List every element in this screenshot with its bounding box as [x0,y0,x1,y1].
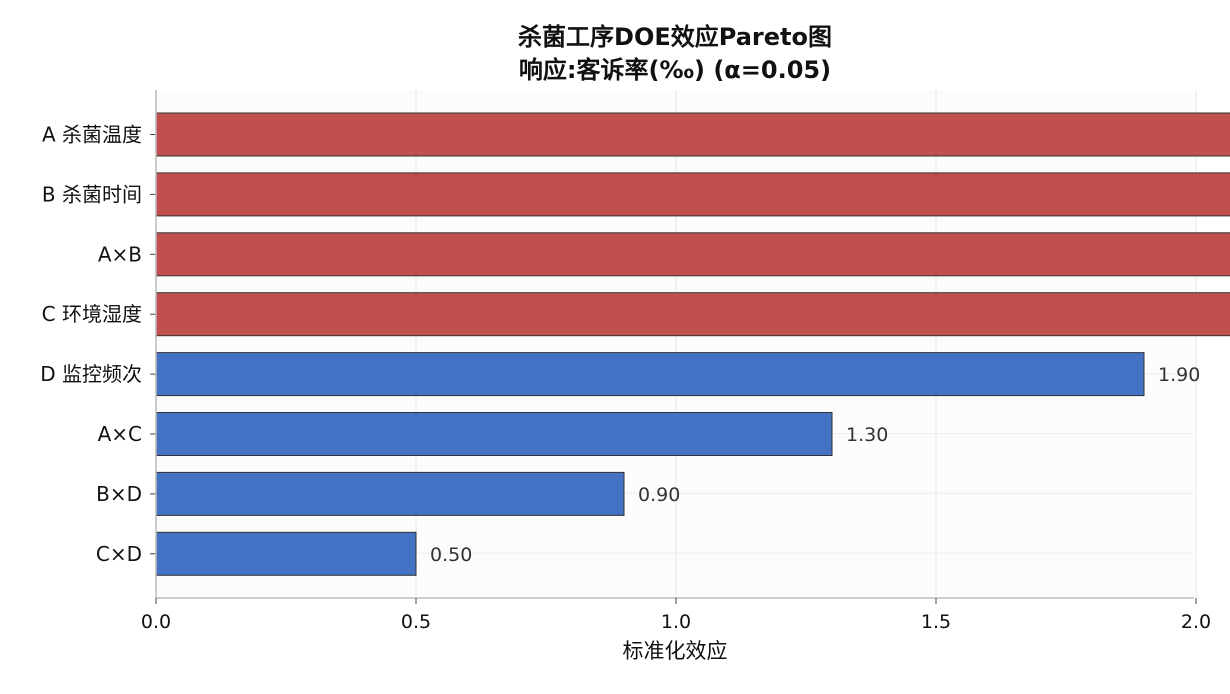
bar [155,352,1145,397]
chart-title: 杀菌工序DOE效应Pareto图 [518,23,832,51]
x-tick-label: 1.5 [921,611,951,633]
x-tick-label: 1.0 [661,611,691,633]
bar-value-label: 0.90 [638,484,680,506]
bar [155,232,1230,277]
category-label: B 杀菌时间 [42,182,142,206]
bar-value-label: 0.50 [430,544,472,566]
category-label: A 杀菌温度 [42,123,142,147]
bar [155,471,625,516]
x-tick-label: 0.5 [401,611,431,633]
x-axis-label: 标准化效应 [623,639,728,663]
bar [155,292,1230,337]
plot-background [156,90,1194,598]
category-label: B×D [96,482,142,506]
category-label: C×D [96,542,142,566]
category-label: A×C [98,422,142,446]
chart-subtitle: 响应:客诉率(‰) (α=0.05) [519,56,831,84]
bar [155,172,1230,217]
category-label: D 监控频次 [40,362,142,386]
bar [155,112,1230,157]
category-label: C 环境湿度 [42,302,142,326]
bar-value-label: 1.90 [1158,364,1200,386]
x-tick-label: 2.0 [1181,611,1211,633]
bar-value-label: 1.30 [846,424,888,446]
x-tick-label: 0.0 [141,611,171,633]
category-label: A×B [98,242,142,266]
bar [155,412,833,456]
bar [155,531,417,576]
